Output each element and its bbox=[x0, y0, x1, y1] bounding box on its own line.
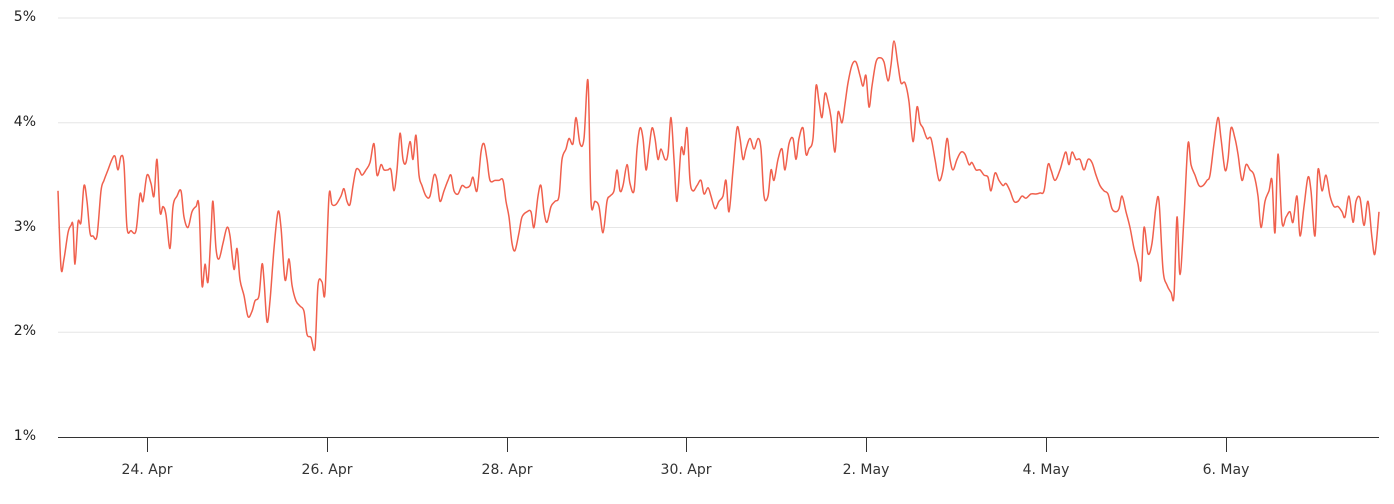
x-tick-label-30-apr: 30. Apr bbox=[660, 462, 712, 478]
x-tick-label-4-may: 4. May bbox=[1022, 462, 1070, 478]
x-tick-label-24-apr: 24. Apr bbox=[121, 462, 173, 478]
x-tick-label-28-apr: 28. Apr bbox=[481, 462, 533, 478]
y-tick-label-3: 3% bbox=[13, 219, 36, 235]
y-tick-label-2: 2% bbox=[13, 323, 36, 339]
series-line[interactable] bbox=[57, 40, 1380, 352]
x-tick-label-2-may: 2. May bbox=[842, 462, 890, 478]
y-tick-label-4: 4% bbox=[13, 114, 36, 130]
x-tick-label-6-may: 6. May bbox=[1202, 462, 1250, 478]
y-tick-label-1: 1% bbox=[13, 428, 36, 444]
y-tick-label-5: 5% bbox=[13, 9, 36, 25]
x-tick-label-26-apr: 26. Apr bbox=[301, 462, 353, 478]
